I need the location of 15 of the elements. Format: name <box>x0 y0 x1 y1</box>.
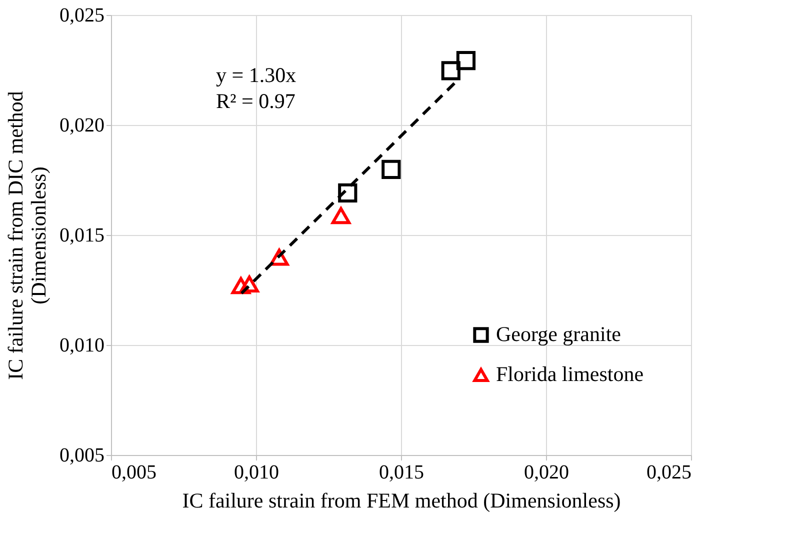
y-tick-label: 0,005 <box>60 444 104 466</box>
x-tick-label: 0,005 <box>112 462 156 484</box>
y-tick-label: 0,010 <box>60 334 104 356</box>
legend-label: Florida limestone <box>496 362 644 386</box>
x-tick-label: 0,015 <box>379 462 424 484</box>
annotation: y = 1.30x R² = 0.97 <box>216 63 297 113</box>
y-axis-title: IC failure strain from DIC method (Dimensionless) <box>4 90 50 380</box>
y-tick-label: 0,020 <box>60 114 104 136</box>
y-tick-label: 0,015 <box>60 224 104 246</box>
x-tick-label: 0,020 <box>524 462 569 484</box>
legend-label: George granite <box>496 322 621 346</box>
y-tick-label: 0,025 <box>60 4 104 26</box>
x-tick-label: 0,010 <box>234 462 279 484</box>
x-axis-title: IC failure strain from FEM method (Dimensionless) <box>182 488 621 512</box>
x-tick-label: 0,025 <box>646 462 692 484</box>
